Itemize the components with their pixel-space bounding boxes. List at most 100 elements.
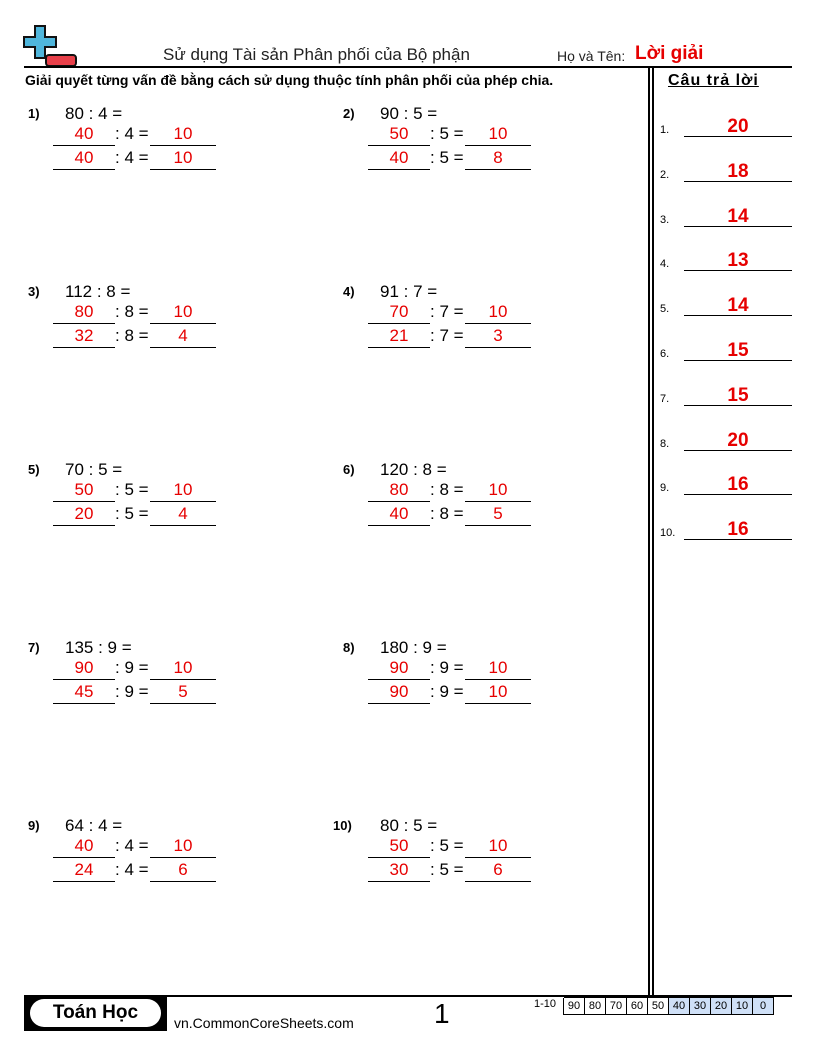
answer-value: 14 bbox=[684, 295, 792, 317]
part-answer: 40 bbox=[53, 148, 115, 170]
answer-value: 16 bbox=[684, 474, 792, 496]
part-answer: 80 bbox=[368, 480, 430, 502]
decomposition-row: 80: 8 = 10 bbox=[368, 480, 538, 504]
problem: 10) 80 : 5 = 50: 5 = 10 30: 5 = 6 bbox=[333, 816, 643, 924]
score-cell: 30 bbox=[689, 998, 711, 1015]
divisor-text: : 5 = bbox=[430, 148, 464, 167]
part-answer: 45 bbox=[53, 682, 115, 704]
divisor-text: : 8 = bbox=[115, 326, 149, 345]
decomposition-row: 50: 5 = 10 bbox=[368, 124, 538, 148]
score-cell: 40 bbox=[668, 998, 690, 1015]
part-answer: 50 bbox=[53, 480, 115, 502]
decomposition-row: 30: 5 = 6 bbox=[368, 860, 538, 884]
answer-value: 20 bbox=[684, 116, 792, 137]
quotient-answer: 10 bbox=[150, 148, 216, 170]
divisor-text: : 8 = bbox=[430, 480, 464, 499]
answer-row: 4. 13 bbox=[660, 250, 792, 274]
problem-expression: 90 : 5 = bbox=[380, 104, 438, 123]
answer-row: 1. 20 bbox=[660, 116, 792, 140]
answer-value: 15 bbox=[684, 340, 792, 361]
brand-label: Toán Học bbox=[30, 999, 161, 1027]
decomposition-row: 80: 8 = 10 bbox=[53, 302, 223, 326]
problem-number: 4) bbox=[343, 284, 355, 299]
problem-expression: 91 : 7 = bbox=[380, 282, 438, 301]
page-title: Sử dụng Tài sản Phân phối của Bộ phận bbox=[163, 45, 470, 64]
column-divider bbox=[648, 68, 650, 996]
problem-expression: 80 : 4 = bbox=[65, 104, 123, 123]
answer-number: 8. bbox=[660, 437, 670, 450]
answer-value: 20 bbox=[684, 430, 792, 451]
answer-value: 15 bbox=[684, 385, 792, 406]
score-cell: 0 bbox=[752, 998, 774, 1015]
score-cell: 70 bbox=[605, 998, 627, 1015]
name-label: Họ và Tên: bbox=[557, 48, 626, 64]
problem: 7) 135 : 9 = 90: 9 = 10 45: 9 = 5 bbox=[28, 638, 328, 746]
divisor-text: : 4 = bbox=[115, 836, 149, 855]
part-answer: 24 bbox=[53, 860, 115, 882]
instructions: Giải quyết từng vấn đề bằng cách sử dụng… bbox=[25, 72, 554, 88]
answer-number: 7. bbox=[660, 392, 670, 405]
quotient-answer: 10 bbox=[150, 124, 216, 146]
divisor-text: : 8 = bbox=[115, 302, 149, 321]
answer-number: 3. bbox=[660, 213, 670, 226]
divisor-text: : 5 = bbox=[430, 836, 464, 855]
problem-number: 2) bbox=[343, 106, 355, 121]
problem: 4) 91 : 7 = 70: 7 = 10 21: 7 = 3 bbox=[343, 282, 643, 390]
answer-number: 4. bbox=[660, 258, 670, 271]
problem-number: 10) bbox=[333, 818, 352, 833]
part-answer: 40 bbox=[53, 836, 115, 858]
part-answer: 50 bbox=[368, 124, 430, 146]
problem-number: 3) bbox=[28, 284, 40, 299]
problem: 6) 120 : 8 = 80: 8 = 10 40: 8 = 5 bbox=[343, 460, 643, 568]
quotient-answer: 6 bbox=[150, 860, 216, 882]
part-answer: 21 bbox=[368, 326, 430, 348]
math-logo-icon bbox=[23, 25, 77, 67]
problem-expression: 70 : 5 = bbox=[65, 460, 123, 479]
quotient-answer: 10 bbox=[465, 658, 531, 680]
quotient-answer: 4 bbox=[150, 504, 216, 526]
problem-number: 5) bbox=[28, 462, 40, 477]
answer-row: 3. 14 bbox=[660, 206, 792, 230]
problem: 9) 64 : 4 = 40: 4 = 10 24: 4 = 6 bbox=[28, 816, 328, 924]
answer-value: 16 bbox=[684, 519, 792, 541]
divisor-text: : 5 = bbox=[115, 480, 149, 499]
decomposition-row: 90: 9 = 10 bbox=[368, 658, 538, 682]
decomposition-row: 40: 4 = 10 bbox=[53, 148, 223, 172]
divisor-text: : 4 = bbox=[115, 860, 149, 879]
divisor-text: : 7 = bbox=[430, 326, 464, 345]
part-answer: 70 bbox=[368, 302, 430, 324]
site-url: vn.CommonCoreSheets.com bbox=[174, 1015, 354, 1031]
decomposition-row: 24: 4 = 6 bbox=[53, 860, 223, 884]
divisor-text: : 4 = bbox=[115, 124, 149, 143]
divisor-text: : 9 = bbox=[430, 658, 464, 677]
part-answer: 20 bbox=[53, 504, 115, 526]
problem: 1) 80 : 4 = 40: 4 = 10 40: 4 = 10 bbox=[28, 104, 328, 212]
divisor-text: : 9 = bbox=[115, 682, 149, 701]
answer-row: 8. 20 bbox=[660, 430, 792, 454]
decomposition-row: 70: 7 = 10 bbox=[368, 302, 538, 326]
quotient-answer: 3 bbox=[465, 326, 531, 348]
footer-divider bbox=[24, 995, 792, 997]
part-answer: 32 bbox=[53, 326, 115, 348]
decomposition-row: 40: 4 = 10 bbox=[53, 124, 223, 148]
quotient-answer: 10 bbox=[465, 302, 531, 324]
answer-number: 6. bbox=[660, 348, 670, 360]
answer-row: 9. 16 bbox=[660, 474, 792, 498]
answers-heading: Câu trả lời bbox=[668, 72, 759, 89]
decomposition-row: 20: 5 = 4 bbox=[53, 504, 223, 528]
part-answer: 30 bbox=[368, 860, 430, 882]
answer-number: 2. bbox=[660, 168, 670, 181]
decomposition-row: 40: 5 = 8 bbox=[368, 148, 538, 172]
problem-expression: 112 : 8 = bbox=[65, 282, 131, 301]
problem-number: 1) bbox=[28, 106, 40, 121]
page-number: 1 bbox=[434, 998, 450, 1029]
quotient-answer: 4 bbox=[150, 326, 216, 348]
part-answer: 90 bbox=[368, 658, 430, 680]
problem: 8) 180 : 9 = 90: 9 = 10 90: 9 = 10 bbox=[343, 638, 643, 746]
part-answer: 90 bbox=[53, 658, 115, 680]
part-answer: 40 bbox=[53, 124, 115, 146]
quotient-answer: 10 bbox=[465, 124, 531, 146]
part-answer: 40 bbox=[368, 148, 430, 170]
problem-expression: 135 : 9 = bbox=[65, 638, 132, 657]
